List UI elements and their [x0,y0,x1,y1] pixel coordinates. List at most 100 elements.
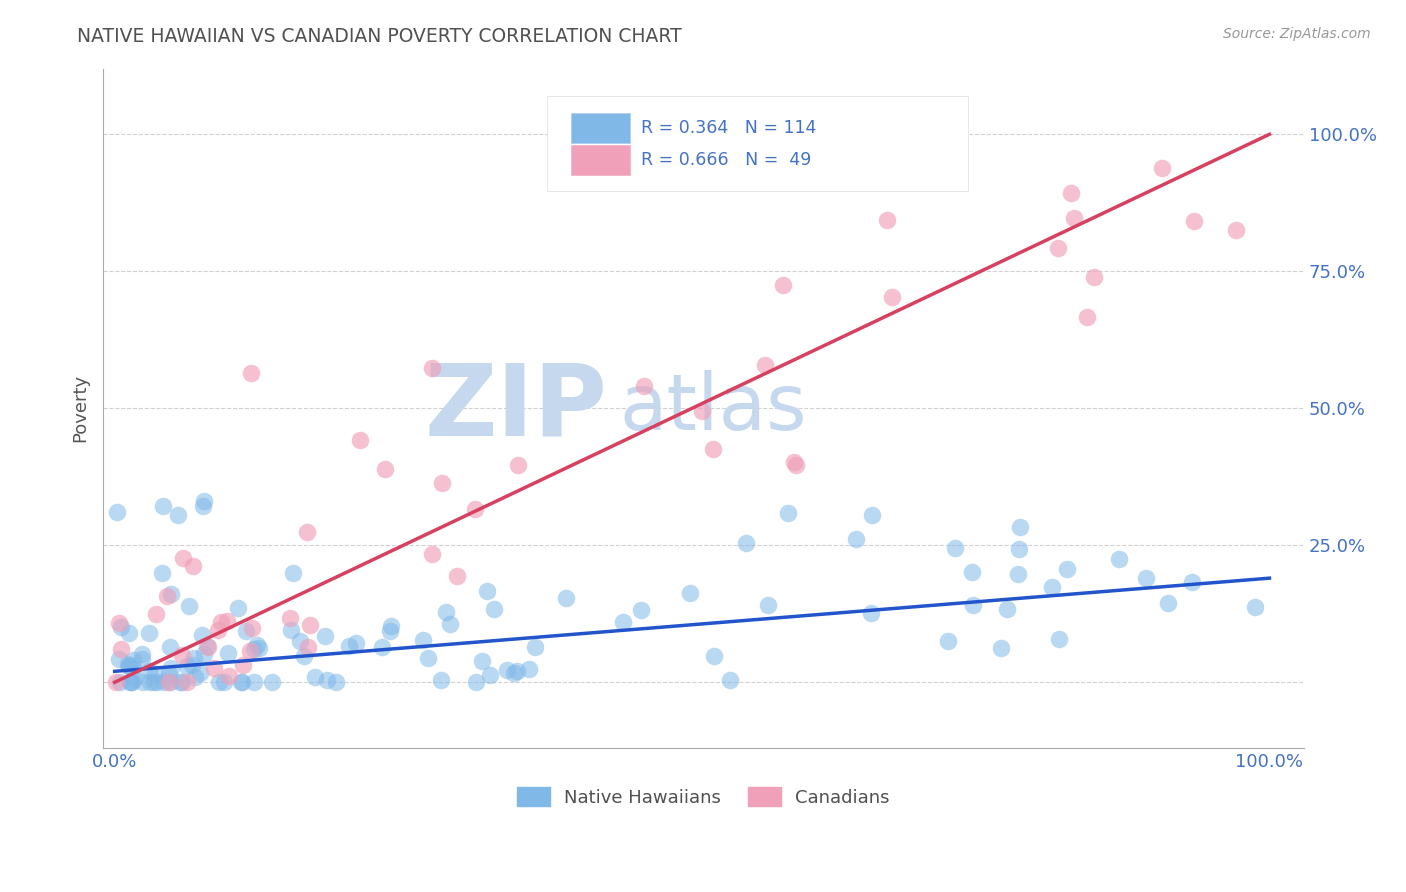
Point [131,647,153,661]
Point [477,584,499,599]
Point [159,675,181,690]
Point [172,675,194,690]
Point [304,670,326,684]
Point [990,640,1012,655]
Point [181,559,204,574]
Point [1063,211,1085,226]
Point [692,404,714,418]
Point [138,626,160,640]
Point [439,617,461,632]
Point [960,565,983,579]
Point [240,621,263,635]
Point [962,598,984,612]
Point [1108,551,1130,566]
Point [374,462,396,476]
Point [734,536,756,550]
Point [176,659,198,673]
Point [146,675,169,690]
Point [1135,570,1157,584]
Point [316,673,339,688]
Point [281,566,304,580]
Point [633,379,655,393]
Point [936,634,959,648]
Point [785,458,807,472]
Point [208,675,231,690]
Point [337,640,360,654]
Point [288,633,311,648]
Point [246,638,269,652]
Point [420,360,443,375]
Point [138,665,160,679]
Point [412,632,434,647]
Point [191,628,214,642]
Point [172,648,194,662]
Point [153,675,176,690]
Point [1157,597,1180,611]
Point [471,654,494,668]
Point [122,660,145,674]
Point [325,675,347,690]
Point [117,659,139,673]
Point [554,591,576,605]
Point [630,603,652,617]
Point [1076,310,1098,325]
Point [280,623,302,637]
Point [191,499,214,513]
Point [1047,632,1070,646]
Point [120,675,142,690]
Point [434,605,457,619]
Point [132,675,155,690]
Point [1225,223,1247,237]
Point [215,614,238,628]
Point [1060,186,1083,201]
Point [292,648,315,663]
Point [479,668,502,682]
Point [298,617,321,632]
Point [143,675,166,690]
Point [131,652,153,666]
Point [207,624,229,638]
Point [416,651,439,665]
Point [214,675,236,690]
Point [231,675,253,690]
Point [703,648,725,663]
Point [314,629,336,643]
Text: R = 0.666   N =  49: R = 0.666 N = 49 [641,152,811,169]
Point [218,669,240,683]
Point [860,508,883,523]
Point [422,547,444,561]
Point [1056,562,1078,576]
Point [1046,241,1069,255]
Point [295,524,318,539]
Point [371,640,394,654]
Point [217,646,239,660]
FancyBboxPatch shape [547,95,967,191]
Point [778,506,800,520]
Point [297,640,319,654]
Point [180,657,202,672]
Point [110,620,132,634]
Point [1007,541,1029,556]
Point [465,675,488,690]
Point [845,532,868,546]
Point [756,599,779,613]
Point [1007,567,1029,582]
Point [195,639,218,653]
Point [124,672,146,686]
Point [446,568,468,582]
Point [517,662,540,676]
Text: NATIVE HAWAIIAN VS CANADIAN POVERTY CORRELATION CHART: NATIVE HAWAIIAN VS CANADIAN POVERTY CORR… [77,27,682,45]
Point [122,653,145,667]
Point [1181,575,1204,590]
Text: R = 0.364   N = 114: R = 0.364 N = 114 [641,120,817,137]
Point [502,666,524,681]
Point [159,661,181,675]
Point [139,675,162,690]
Point [118,626,141,640]
Point [121,675,143,690]
Point [226,600,249,615]
Point [260,675,283,690]
Point [121,675,143,690]
Point [679,586,702,600]
Point [718,673,741,687]
